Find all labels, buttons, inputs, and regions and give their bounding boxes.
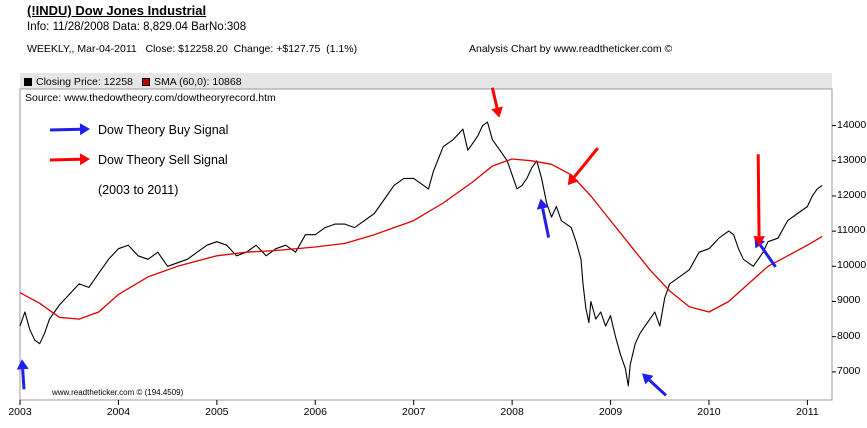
y-tick-label: 7000: [837, 364, 861, 377]
legend-bar: Closing Price: 12258 SMA (60,0): 10868: [20, 73, 832, 89]
sell-legend-arrow-icon: [49, 153, 90, 166]
analysis-credit: Analysis Chart by www.readtheticker.com …: [469, 43, 673, 55]
x-tick-label: 2009: [598, 406, 623, 418]
y-tick-label: 14000: [837, 118, 867, 131]
buy-signal-arrow-icon: [536, 198, 551, 238]
y-tick-label: 8000: [837, 329, 861, 342]
sma-swatch: [142, 78, 150, 86]
y-tick-label: 12000: [837, 188, 867, 201]
buy-signal-arrow-icon: [641, 373, 668, 397]
info-line: Info: 11/28/2008 Data: 8,829.04 BarNo:30…: [27, 21, 247, 33]
x-tick-label: 2007: [402, 406, 426, 418]
sma-line: [19, 158, 823, 320]
sell-signal-label: Dow Theory Sell Signal: [98, 153, 228, 167]
x-tick-label: 2004: [106, 406, 131, 418]
y-tick-label: 13000: [837, 153, 867, 166]
period-label: (2003 to 2011): [98, 183, 179, 197]
buy-signal-label: Dow Theory Buy Signal: [98, 123, 229, 137]
x-tick-label: 2003: [8, 406, 32, 418]
legend-closing-price: Closing Price: 12258: [36, 76, 133, 88]
x-tick-label: 2008: [500, 406, 524, 418]
plot-frame: [19, 88, 833, 401]
closing-price-line: [19, 121, 823, 387]
source-line: Source: www.thedowtheory.com/dowtheoryre…: [25, 92, 276, 104]
sell-signal-arrow-icon: [490, 87, 503, 118]
footer-credit: www.readtheticker.com © (194.4509): [52, 388, 184, 397]
x-tick-label: 2011: [796, 406, 819, 418]
x-tick-label: 2006: [303, 406, 327, 418]
price-summary: WEEKLY,, Mar-04-2011 Close: $12258.20 Ch…: [27, 43, 358, 55]
x-tick-label: 2005: [205, 406, 229, 418]
sell-signal-arrow-icon: [567, 147, 599, 186]
legend-sma: SMA (60,0): 10868: [154, 76, 242, 88]
y-tick-label: 9000: [837, 294, 861, 307]
y-tick-label: 11000: [837, 224, 866, 237]
x-tick-label: 2010: [697, 406, 721, 418]
closing-price-swatch: [24, 78, 32, 86]
buy-signal-arrow-icon: [16, 359, 29, 390]
sell-signal-arrow-icon: [753, 154, 766, 247]
buy-legend-arrow-icon: [49, 123, 90, 136]
y-tick-label: 10000: [837, 259, 867, 272]
chart-title: (!INDU) Dow Jones Industrial: [27, 3, 207, 18]
